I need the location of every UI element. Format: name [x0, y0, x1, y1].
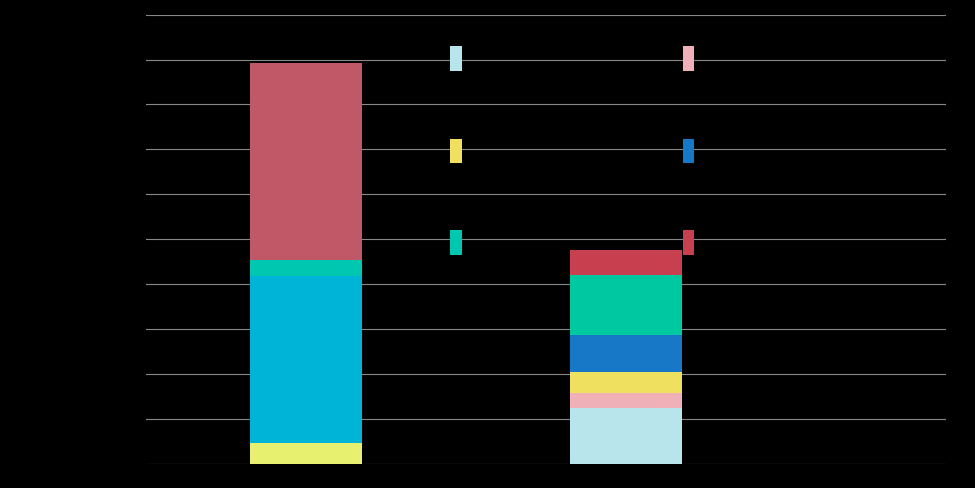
- Bar: [570, 408, 682, 464]
- Bar: [570, 275, 682, 335]
- Bar: [570, 250, 682, 275]
- Bar: [570, 393, 682, 408]
- Bar: [251, 260, 362, 276]
- Bar: [251, 443, 362, 464]
- Bar: [251, 276, 362, 443]
- Bar: [570, 372, 682, 393]
- Bar: [570, 335, 682, 372]
- Bar: [251, 63, 362, 260]
